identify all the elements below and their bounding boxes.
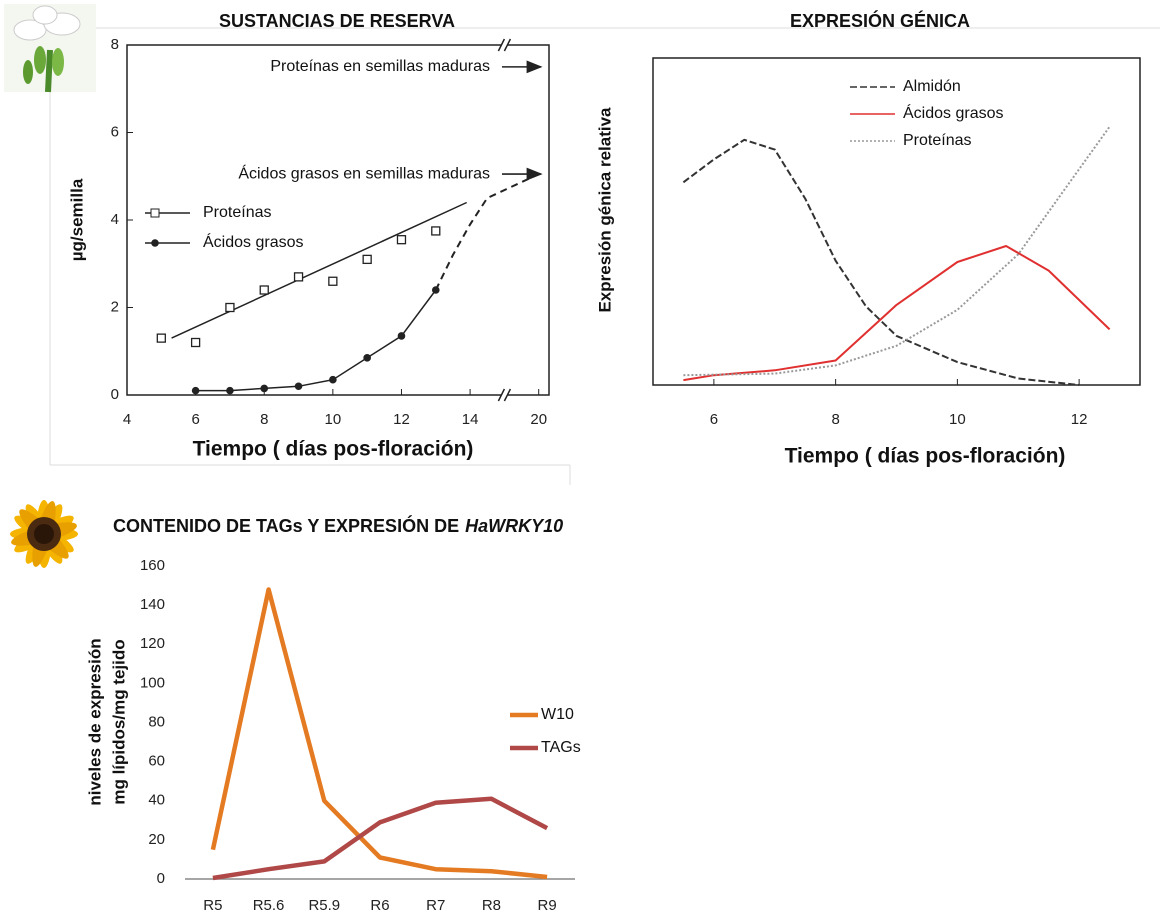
y-tick-label: 6 [111, 123, 119, 140]
chart-title: EXPRESIÓN GÉNICA [790, 10, 970, 31]
axis-break [497, 388, 506, 402]
legend-marker [151, 239, 159, 247]
x-tick-label: 12 [393, 411, 410, 428]
point [329, 375, 337, 384]
x-tick-label: 8 [260, 411, 268, 428]
y-tick-label: 160 [140, 557, 165, 574]
axis-break-gap [501, 391, 508, 399]
title-text: CONTENIDO DE TAGs Y EXPRESIÓN DE [113, 515, 459, 536]
axis-break [497, 38, 506, 52]
point [259, 285, 269, 295]
y-tick-label: 8 [111, 36, 119, 53]
x-tick-label: 8 [831, 411, 839, 428]
point [362, 254, 372, 265]
plot-frame [126, 44, 550, 396]
point [190, 337, 201, 348]
y-axis-label: niveles de expresión [85, 638, 104, 805]
y-tick-label: 0 [157, 870, 165, 887]
y-tick-label: 4 [111, 211, 119, 228]
point [431, 286, 440, 294]
point [397, 332, 406, 340]
arabidopsis-icon [4, 4, 96, 93]
axis-break-gap [501, 41, 508, 49]
x-axis-label: Tiempo ( días pos-floración) [193, 438, 474, 461]
point [293, 272, 304, 282]
series-line [195, 289, 437, 392]
y-axis-label: mg lípidos/mg tejido [109, 639, 128, 804]
legend-marker [150, 208, 160, 218]
legend-label: TAGs [541, 739, 581, 756]
title-gene: HaWRKY10 [465, 516, 563, 536]
axis-break [503, 388, 512, 402]
x-tick-label: 6 [710, 411, 718, 428]
y-tick-label: 80 [148, 713, 165, 730]
trend-line [171, 201, 468, 339]
legend-label: Ácidos grasos [203, 232, 304, 251]
point [226, 386, 234, 395]
projection-line [434, 173, 540, 291]
x-tick-label: 12 [1071, 411, 1088, 428]
chart-title: SUSTANCIAS DE RESERVA [219, 11, 455, 31]
x-tick-label: R5.6 [253, 897, 285, 914]
point [156, 333, 166, 343]
x-tick-label: R5 [203, 897, 222, 914]
legend-label: Ácidos grasos [903, 103, 1004, 122]
point [431, 226, 441, 236]
y-tick-label: 60 [148, 753, 165, 770]
sunflower-icon [10, 500, 78, 568]
x-tick-label: 14 [462, 411, 479, 428]
point [225, 302, 235, 313]
series-line [682, 138, 1080, 386]
series-line [683, 245, 1111, 382]
series-line [683, 126, 1111, 377]
point [328, 276, 338, 286]
annotation: Ácidos grasos en semillas maduras [238, 163, 490, 182]
y-tick-label: 140 [140, 596, 165, 613]
frame [49, 27, 1160, 485]
chart-title: CONTENIDO DE TAGs Y EXPRESIÓN DE HaWRKY10 [113, 515, 563, 536]
y-tick-label: 40 [148, 792, 165, 809]
y-tick-label: 100 [140, 674, 165, 691]
y-tick-label: 120 [140, 635, 165, 652]
x-tick-label: 4 [123, 411, 131, 428]
plot-frame [652, 57, 1141, 386]
y-axis-label: µg/semilla [67, 178, 86, 261]
x-tick-label: R7 [426, 897, 445, 914]
x-tick-label: 20 [530, 411, 547, 428]
point [260, 384, 269, 393]
x-tick-label: R8 [482, 897, 501, 914]
x-tick-label: 10 [949, 411, 966, 428]
x-tick-label: 6 [191, 411, 199, 428]
point [396, 235, 407, 245]
y-tick-label: 20 [148, 831, 165, 848]
legend-label: W10 [541, 706, 574, 723]
series-line [210, 587, 548, 880]
x-axis-label: Tiempo ( días pos-floración) [785, 445, 1066, 468]
axis-break [503, 38, 512, 52]
point [363, 354, 371, 362]
title-text: SUSTANCIAS DE RESERVA [219, 11, 455, 31]
point [294, 382, 303, 391]
y-axis-label: Expresión génica relativa [595, 107, 614, 313]
legend-label: Almidón [903, 78, 961, 95]
legend-label: Proteínas [903, 132, 971, 149]
x-tick-label: R9 [538, 897, 557, 914]
series-line [212, 796, 549, 881]
x-tick-label: 10 [325, 411, 342, 428]
x-tick-label: R6 [370, 897, 389, 914]
y-tick-label: 0 [111, 386, 119, 403]
point [191, 386, 200, 395]
annotation: Proteínas en semillas maduras [270, 58, 490, 75]
y-tick-label: 2 [111, 298, 119, 315]
legend-label: Proteínas [203, 204, 271, 221]
title-text: EXPRESIÓN GÉNICA [790, 10, 970, 31]
x-tick-label: R5.9 [308, 897, 340, 914]
